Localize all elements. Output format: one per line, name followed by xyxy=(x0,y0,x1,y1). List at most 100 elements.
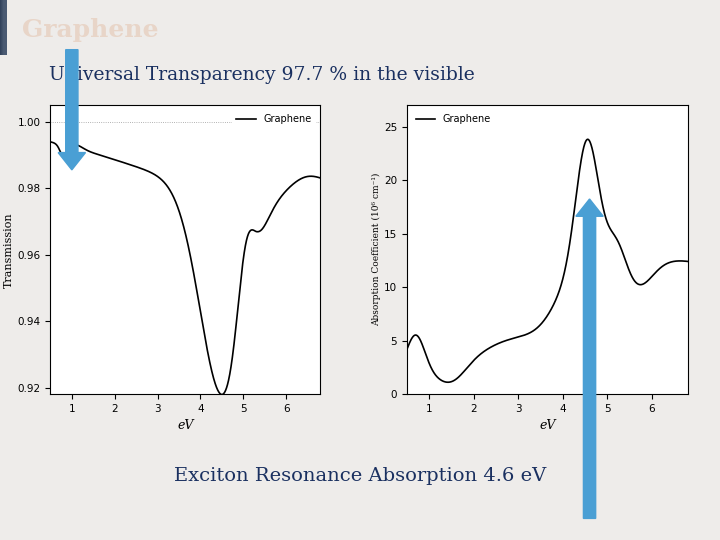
Bar xyxy=(4,0,7,55)
Bar xyxy=(3,0,6,55)
Bar xyxy=(4,0,7,55)
Bar xyxy=(1,0,4,55)
Bar xyxy=(1,0,5,55)
Bar xyxy=(3,0,6,55)
Bar xyxy=(4,0,7,55)
Bar xyxy=(1,0,4,55)
Bar xyxy=(1,0,5,55)
Bar xyxy=(4,0,7,55)
Bar xyxy=(2,0,6,55)
Bar xyxy=(3,0,6,55)
Bar xyxy=(2,0,6,55)
Bar xyxy=(4,0,7,55)
Bar xyxy=(1,0,5,55)
Bar xyxy=(1,0,4,55)
Bar xyxy=(2,0,6,55)
Bar xyxy=(0,0,4,55)
Bar xyxy=(1,0,4,55)
Bar xyxy=(0,0,4,55)
Bar xyxy=(3,0,6,55)
Bar xyxy=(1,0,4,55)
Bar xyxy=(3,0,6,55)
Bar xyxy=(1,0,4,55)
Bar xyxy=(1,0,5,55)
Bar xyxy=(1,0,5,55)
Bar xyxy=(3,0,6,55)
Bar xyxy=(4,0,7,55)
Bar xyxy=(1,0,5,55)
Bar xyxy=(3,0,6,55)
Bar xyxy=(3,0,6,55)
Bar xyxy=(1,0,5,55)
Bar xyxy=(0,0,4,55)
Bar xyxy=(3,0,6,55)
Bar xyxy=(2,0,6,55)
Bar xyxy=(2,0,6,55)
Bar xyxy=(0,0,4,55)
Bar xyxy=(3,0,6,55)
Bar xyxy=(1,0,5,55)
Bar xyxy=(0,0,4,55)
Bar xyxy=(1,0,5,55)
Bar xyxy=(4,0,7,55)
Bar xyxy=(1,0,5,55)
Bar xyxy=(3,0,6,55)
Bar xyxy=(2,0,6,55)
Bar xyxy=(2,0,6,55)
Bar xyxy=(3,0,6,55)
Bar xyxy=(1,0,5,55)
X-axis label: eV: eV xyxy=(177,420,194,433)
Bar xyxy=(2,0,6,55)
Bar xyxy=(1,0,4,55)
Bar xyxy=(2,0,6,55)
Bar xyxy=(2,0,6,55)
Bar xyxy=(1,0,5,55)
Bar xyxy=(1,0,5,55)
Bar xyxy=(2,0,6,55)
Bar xyxy=(2,0,6,55)
Bar xyxy=(3,0,6,55)
Bar xyxy=(3,0,6,55)
Bar xyxy=(3,0,6,55)
Bar xyxy=(1,0,5,55)
Bar xyxy=(3,0,6,55)
Bar xyxy=(2,0,6,55)
Bar xyxy=(1,0,4,55)
Bar xyxy=(1,0,4,55)
Bar xyxy=(3,0,6,55)
Text: Universal Transparency 97.7 % in the visible: Universal Transparency 97.7 % in the vis… xyxy=(49,66,474,84)
Bar xyxy=(1,0,4,55)
Bar xyxy=(1,0,5,55)
Bar xyxy=(2,0,6,55)
Bar xyxy=(2,0,6,55)
Bar xyxy=(1,0,4,55)
Bar xyxy=(2,0,6,55)
Bar xyxy=(1,0,4,55)
Bar xyxy=(3,0,6,55)
Bar xyxy=(1,0,4,55)
Bar xyxy=(4,0,7,55)
Legend: Graphene: Graphene xyxy=(412,110,495,128)
Bar xyxy=(2,0,6,55)
Bar xyxy=(1,0,4,55)
Bar xyxy=(1,0,5,55)
Bar xyxy=(3,0,6,55)
Bar xyxy=(1,0,5,55)
Bar xyxy=(1,0,4,55)
Bar xyxy=(1,0,5,55)
Bar xyxy=(1,0,5,55)
Bar xyxy=(1,0,5,55)
Bar xyxy=(1,0,5,55)
Bar xyxy=(1,0,5,55)
Bar xyxy=(2,0,6,55)
Bar xyxy=(2,0,6,55)
Y-axis label: Transmission: Transmission xyxy=(4,212,14,288)
Bar xyxy=(2,0,6,55)
Bar xyxy=(1,0,4,55)
Text: Exciton Resonance Absorption 4.6 eV: Exciton Resonance Absorption 4.6 eV xyxy=(174,467,546,485)
Bar xyxy=(2,0,6,55)
Bar xyxy=(1,0,5,55)
Bar xyxy=(4,0,7,55)
Bar xyxy=(0,0,4,55)
Bar xyxy=(2,0,6,55)
